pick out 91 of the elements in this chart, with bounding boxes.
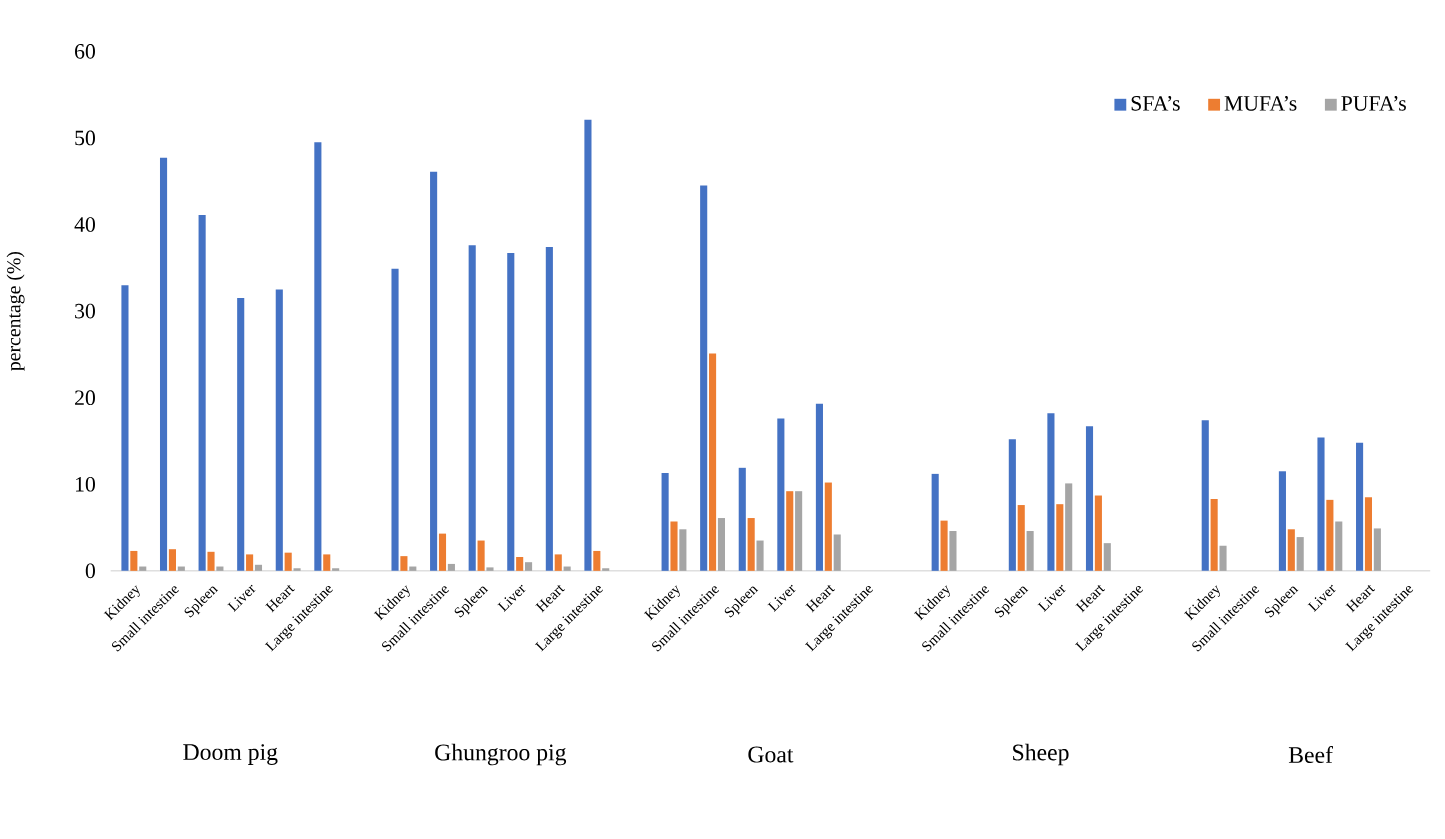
bar <box>777 418 785 571</box>
bar <box>293 568 301 571</box>
bar <box>1296 536 1304 571</box>
bar <box>246 554 254 571</box>
bar <box>1094 495 1102 571</box>
bar <box>554 554 562 571</box>
bar <box>815 403 823 571</box>
bar <box>139 566 147 571</box>
legend-label: MUFA’s <box>1224 95 1297 111</box>
bar <box>940 520 948 571</box>
bar <box>602 568 610 571</box>
bar <box>1047 413 1055 571</box>
bar <box>1219 545 1227 571</box>
text: Goat <box>748 746 794 763</box>
bar <box>130 550 138 571</box>
bar <box>1017 504 1025 571</box>
legend-label: PUFA’s <box>1341 95 1406 111</box>
bar <box>177 566 185 571</box>
y-tick-label: 30 <box>75 303 95 319</box>
y-tick-label: 60 <box>75 43 95 59</box>
bar <box>747 517 755 571</box>
bar <box>949 530 957 571</box>
bar <box>670 521 678 571</box>
bar <box>400 555 408 571</box>
bar <box>1008 439 1016 571</box>
bar <box>430 171 438 571</box>
y-tick-label: 40 <box>74 216 95 232</box>
bar <box>525 561 533 571</box>
bar <box>438 533 447 571</box>
bar <box>323 554 331 571</box>
bar <box>1364 497 1373 571</box>
y-tick-label: 50 <box>75 130 95 146</box>
bar <box>1373 528 1381 571</box>
bar <box>332 568 340 571</box>
bar <box>1278 471 1286 571</box>
bar <box>314 142 322 571</box>
bar <box>121 284 129 571</box>
bar <box>468 245 476 571</box>
bar <box>931 473 939 571</box>
y-axis-title: percentage (%) <box>6 251 25 371</box>
bar <box>409 566 417 571</box>
bar <box>1085 426 1094 571</box>
bar <box>284 552 292 571</box>
bar <box>516 556 524 571</box>
bar <box>1287 529 1295 571</box>
bar <box>738 467 746 571</box>
bar <box>486 567 494 571</box>
bar <box>477 540 485 571</box>
text: Sheep <box>1013 743 1069 766</box>
bar <box>254 564 263 571</box>
bar <box>700 185 708 571</box>
bar <box>198 214 206 571</box>
y-tick-label: 10 <box>76 476 95 492</box>
bar <box>824 482 832 571</box>
bar <box>216 566 224 571</box>
bar <box>1065 483 1073 571</box>
bar <box>1326 499 1334 571</box>
legend-label: SFA’s <box>1131 95 1180 111</box>
bar <box>168 548 176 571</box>
bar <box>1026 530 1034 571</box>
text: Ghungroo pig <box>435 743 567 766</box>
bar <box>795 490 803 571</box>
bar <box>593 550 601 571</box>
bar <box>159 157 168 571</box>
bar <box>545 246 553 571</box>
bar <box>1103 542 1111 571</box>
bar <box>679 529 687 571</box>
y-tick-label: 0 <box>85 563 95 578</box>
bar <box>1317 437 1325 571</box>
text: Beef <box>1288 745 1333 763</box>
bar <box>1201 419 1209 571</box>
bar <box>1210 498 1218 571</box>
bar <box>661 472 669 571</box>
bar <box>709 353 717 571</box>
bar <box>1356 442 1364 571</box>
bar <box>756 540 764 571</box>
bar <box>507 252 515 571</box>
bar <box>447 563 455 571</box>
y-tick-label: 20 <box>75 390 95 405</box>
bar <box>391 268 399 571</box>
bar <box>237 297 245 571</box>
bar <box>717 517 726 571</box>
bar <box>786 490 794 571</box>
bar <box>1335 521 1343 571</box>
bar <box>275 289 283 571</box>
text: Doom pig <box>183 743 278 765</box>
bar <box>584 119 592 571</box>
bar <box>833 534 841 571</box>
bar <box>1056 503 1064 571</box>
bar <box>207 551 215 571</box>
bar <box>563 566 571 571</box>
